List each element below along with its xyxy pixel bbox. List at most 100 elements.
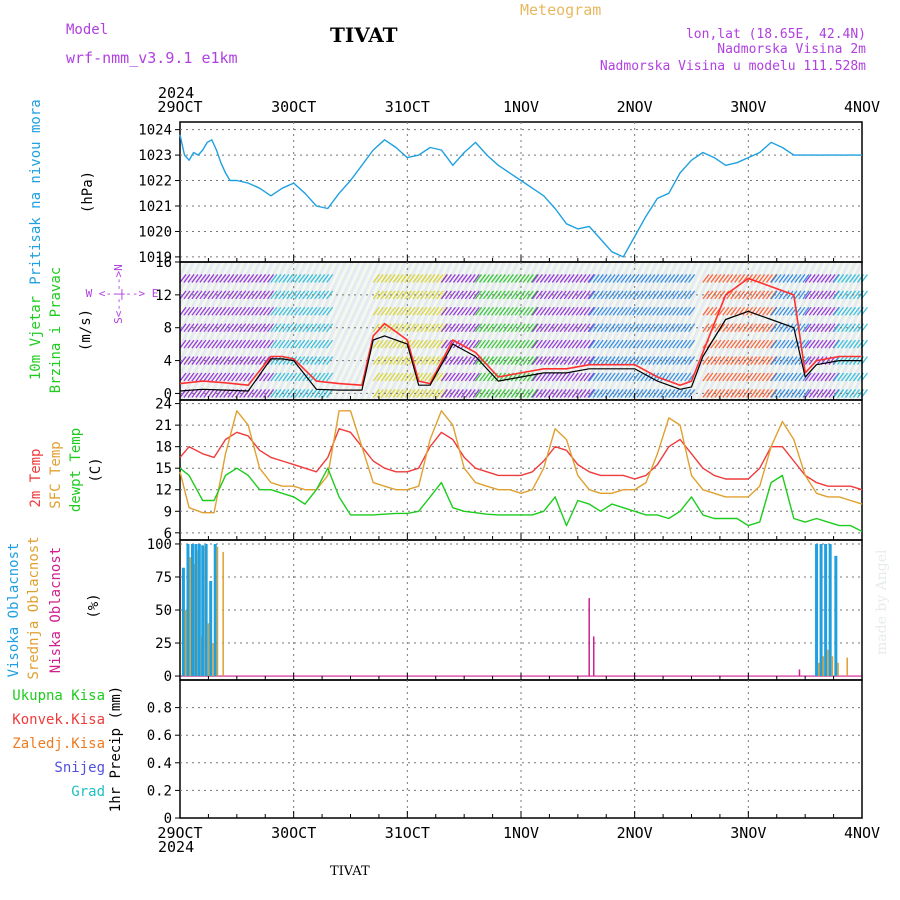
- wind-barb: [326, 274, 334, 283]
- wind-barb: [702, 323, 710, 333]
- wind-barb: [774, 372, 782, 382]
- wind-barb: [298, 372, 306, 382]
- wind-barb: [420, 389, 428, 398]
- wind-barb: [587, 323, 595, 333]
- wind-barb: [452, 339, 460, 349]
- wind-barb: [306, 290, 314, 300]
- wind-barb: [762, 372, 770, 382]
- wind-barb: [726, 339, 734, 349]
- wind-barb: [380, 306, 388, 316]
- wind-barb: [448, 290, 456, 300]
- wind-barb: [278, 339, 286, 349]
- wind-barb: [472, 274, 480, 283]
- wind-barb: [782, 372, 790, 382]
- wind-barb: [592, 356, 600, 365]
- wind-barb: [380, 372, 388, 382]
- wind-barb: [472, 323, 480, 333]
- wind-barb: [844, 323, 853, 333]
- wind-barb: [656, 306, 664, 316]
- wind-barb: [420, 339, 428, 349]
- wind-barb: [223, 290, 231, 300]
- wind-barb: [620, 274, 628, 283]
- wind-barb: [475, 372, 483, 382]
- y-tick-label: 12: [155, 288, 172, 304]
- wind-barb: [547, 306, 555, 316]
- wind-barb: [223, 274, 231, 283]
- wind-barb: [608, 274, 616, 283]
- wind-barb: [211, 290, 219, 300]
- date-label: 2NOV: [617, 824, 653, 842]
- wind-barb: [179, 306, 187, 316]
- wind-barb: [326, 306, 334, 316]
- wind-barb: [412, 339, 420, 349]
- wind-barb: [286, 372, 294, 382]
- wind-barb: [247, 323, 255, 333]
- wind-barb: [656, 389, 664, 398]
- wind-barb: [468, 306, 476, 316]
- wind-barb: [412, 323, 420, 333]
- wind-barb: [392, 306, 400, 316]
- wind-barb: [428, 389, 436, 398]
- wind-barb: [424, 306, 432, 316]
- wind-barb: [583, 306, 591, 316]
- wind-barb: [486, 290, 494, 300]
- wind-barb: [424, 274, 432, 283]
- wind-barb: [738, 389, 746, 398]
- wind-barb: [231, 274, 239, 283]
- y-tick-label: 0.8: [147, 701, 172, 717]
- wind-barb: [804, 290, 812, 300]
- wind-barb: [652, 339, 660, 349]
- wind-barb: [211, 306, 219, 316]
- wind-barb: [191, 274, 199, 283]
- wind-barb: [824, 339, 832, 349]
- wind-barb: [804, 356, 812, 365]
- wind-barb: [750, 306, 758, 316]
- wind-barb: [468, 339, 476, 349]
- wind-barb: [567, 274, 575, 283]
- wind-barb: [742, 372, 750, 382]
- wind-barb: [514, 306, 522, 316]
- wind-barb: [444, 274, 452, 283]
- wind-barb: [828, 306, 836, 316]
- wind-ylabel-1: 10m Vjetar: [28, 296, 44, 380]
- wind-barb: [837, 306, 845, 316]
- wind-barb: [195, 306, 203, 316]
- wind-barb: [416, 323, 424, 333]
- wind-barb: [559, 356, 567, 365]
- wind-barb: [452, 274, 460, 283]
- wind-barb: [396, 290, 404, 300]
- wind-barb: [844, 372, 853, 382]
- wind-barb: [596, 339, 604, 349]
- wind-barb: [547, 339, 555, 349]
- wind-barb: [518, 274, 526, 283]
- wind-barb: [555, 274, 563, 283]
- wind-barb: [660, 356, 668, 365]
- wind-barb: [778, 339, 786, 349]
- wind-barb: [535, 306, 543, 316]
- date-label: 29OCT: [157, 824, 202, 842]
- wind-barb: [318, 356, 326, 365]
- wind-barb: [587, 306, 595, 316]
- wind-barb: [738, 372, 746, 382]
- wind-barb: [746, 290, 754, 300]
- wind-barb: [648, 306, 656, 316]
- wind-barb: [498, 389, 506, 398]
- wind-barb: [482, 274, 491, 283]
- wind-barb: [774, 306, 782, 316]
- wind-barb: [318, 323, 326, 333]
- wind-barb: [571, 372, 579, 382]
- wind-barb: [539, 339, 547, 349]
- y-tick-label: 6: [164, 526, 172, 542]
- wind-barb: [514, 274, 522, 283]
- wind-barb: [420, 290, 428, 300]
- wind-barb: [274, 274, 282, 283]
- wind-barb: [436, 339, 444, 349]
- wind-barb: [400, 389, 408, 398]
- wind-barb: [412, 306, 420, 316]
- wind-barb: [734, 274, 742, 283]
- wind-barb: [468, 356, 476, 365]
- wind-barb: [612, 356, 620, 365]
- wind-barb: [211, 389, 219, 398]
- wind-barb: [239, 290, 247, 300]
